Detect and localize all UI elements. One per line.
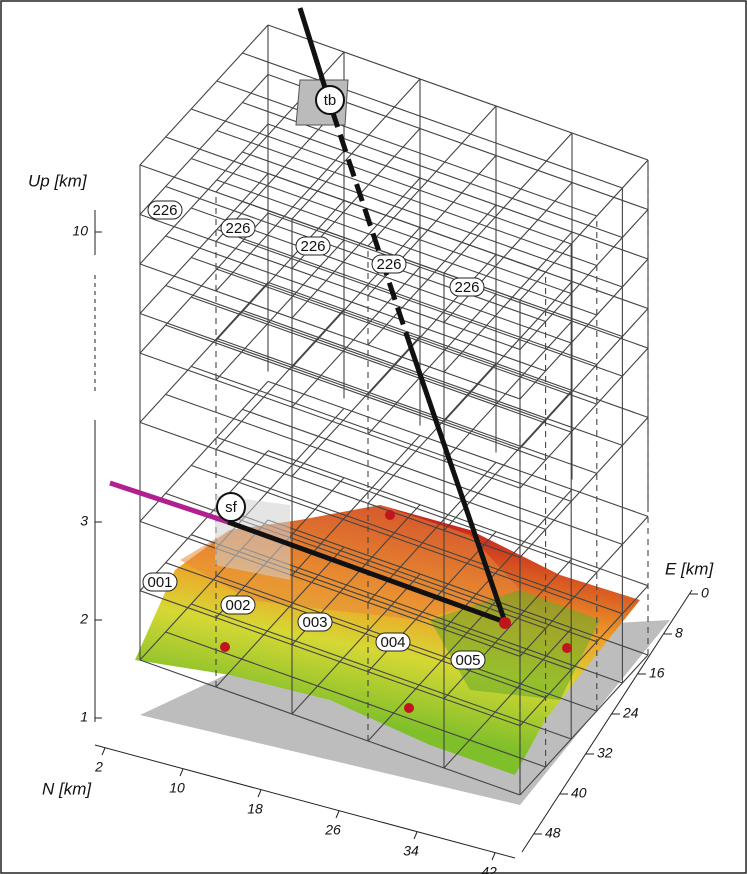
layer-label: 226 [376, 256, 401, 273]
layer-label: 226 [225, 220, 250, 237]
station [499, 617, 511, 629]
layer-label: 226 [454, 279, 479, 296]
grid-line [217, 180, 597, 315]
layer-label: 001 [147, 574, 172, 591]
layer-label: 003 [302, 614, 327, 631]
grid-line [217, 230, 597, 365]
tick [258, 790, 261, 797]
tick [336, 811, 339, 818]
up-tick-label: 1 [80, 709, 88, 725]
e-tick-label: 32 [597, 745, 613, 761]
grid-line [242, 152, 622, 287]
grid-line [166, 137, 546, 272]
up-label: Up [km] [28, 171, 88, 190]
grid-line [217, 81, 597, 216]
station [404, 703, 414, 713]
e-tick-label: 16 [649, 665, 665, 681]
tick [180, 769, 183, 776]
n-tick-label: 18 [247, 801, 263, 817]
tick [102, 748, 105, 755]
station [562, 643, 572, 653]
layer-label: 002 [225, 597, 250, 614]
marker-tb: tb [324, 92, 337, 109]
grid-line [217, 131, 597, 266]
n-tick-label: 10 [169, 780, 185, 796]
station [220, 642, 230, 652]
n-tick-label: 42 [481, 864, 497, 874]
e-tick-label: 40 [571, 785, 587, 801]
grid-line [140, 314, 520, 449]
magenta-line [110, 483, 228, 522]
marker-sf: sf [225, 499, 238, 516]
n-tick-label: 26 [324, 822, 341, 838]
grid-line [444, 390, 572, 530]
tick [492, 853, 495, 860]
e-tick-label: 48 [545, 825, 561, 841]
layer-label: 226 [152, 202, 177, 219]
grid-line [166, 187, 546, 322]
layer-label: 004 [380, 634, 405, 651]
grid-line [191, 258, 571, 393]
e-tick-label: 0 [701, 585, 709, 601]
grid-line [242, 241, 622, 376]
tick [414, 832, 417, 839]
grid-line [520, 417, 648, 557]
station [385, 510, 395, 520]
up-tick-label: 10 [72, 223, 88, 239]
up-tick-label: 2 [79, 611, 88, 627]
up-tick-label: 3 [80, 513, 88, 529]
n-tick-label: 34 [403, 843, 419, 859]
n-label: N [km] [42, 779, 92, 798]
e-label: E [km] [665, 559, 714, 578]
layer-label: 226 [300, 238, 325, 255]
layer-label: 005 [455, 652, 480, 669]
figure: Up [km] N [km] E [km] 103212101826344208… [0, 0, 747, 874]
grid-line [166, 286, 546, 421]
n-tick-label: 2 [94, 759, 103, 775]
e-tick-label: 24 [622, 705, 639, 721]
e-tick-label: 8 [675, 625, 683, 641]
